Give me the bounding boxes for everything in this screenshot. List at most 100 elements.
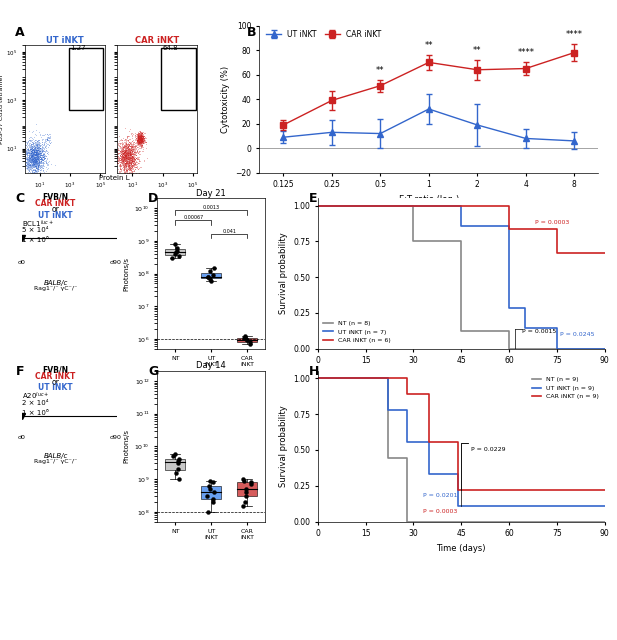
Point — [128, 161, 138, 171]
Point — [136, 134, 146, 144]
Point — [26, 161, 36, 172]
Point — [133, 132, 143, 143]
Point — [33, 142, 43, 152]
Point — [38, 155, 48, 165]
Point — [138, 134, 147, 144]
Point — [28, 156, 38, 166]
Point — [37, 159, 47, 170]
Point — [20, 150, 30, 161]
Point — [29, 156, 39, 166]
Point — [31, 152, 41, 163]
Point — [28, 166, 38, 176]
Point — [33, 143, 43, 154]
Point — [123, 169, 133, 179]
Point — [42, 158, 52, 168]
Point — [127, 145, 137, 156]
Point — [27, 151, 37, 161]
Point — [131, 131, 141, 141]
Point — [136, 136, 146, 146]
Point — [136, 136, 146, 147]
Point — [36, 153, 46, 163]
Point — [129, 153, 139, 163]
Point — [135, 133, 144, 143]
Point — [35, 155, 44, 165]
Point — [25, 157, 35, 167]
Point — [28, 154, 38, 164]
Point — [30, 152, 40, 162]
Point — [124, 157, 134, 168]
Point — [123, 141, 133, 152]
Point — [25, 140, 35, 150]
Point — [35, 143, 45, 153]
Point — [25, 141, 35, 152]
Point — [116, 160, 126, 170]
Point — [25, 144, 35, 154]
Point — [128, 157, 138, 167]
Point — [119, 136, 129, 147]
Point — [120, 147, 130, 157]
Point — [128, 157, 138, 167]
Point — [27, 148, 37, 159]
Point — [123, 137, 133, 147]
Point — [114, 155, 123, 165]
Point — [39, 129, 49, 139]
Point — [131, 168, 141, 178]
Point — [117, 152, 127, 162]
Point — [22, 142, 31, 152]
Point — [125, 150, 135, 161]
Point — [34, 155, 44, 165]
Point — [128, 140, 138, 150]
Point — [24, 140, 34, 150]
Point — [125, 154, 135, 164]
Point — [125, 148, 135, 158]
Point — [130, 148, 139, 159]
Point — [46, 136, 56, 147]
Point — [39, 134, 49, 144]
Point — [122, 155, 131, 165]
Point — [136, 134, 146, 144]
Point — [127, 145, 137, 156]
Point — [26, 164, 36, 174]
Point — [33, 149, 43, 159]
Point — [118, 159, 128, 170]
Point — [133, 133, 143, 143]
Point — [24, 153, 34, 163]
Point — [28, 161, 38, 171]
Point — [27, 154, 37, 164]
Point — [117, 157, 127, 168]
Point — [33, 161, 43, 171]
Point — [21, 149, 31, 159]
Point — [138, 134, 147, 144]
Point — [120, 134, 130, 145]
Point — [41, 138, 51, 148]
Point — [130, 159, 140, 170]
Point — [117, 150, 126, 160]
Point — [35, 150, 45, 160]
Point — [32, 164, 42, 174]
Point — [133, 131, 143, 141]
Point — [119, 154, 129, 164]
Point — [131, 133, 141, 143]
Point — [34, 157, 44, 167]
Point — [126, 166, 136, 177]
Point — [125, 143, 135, 153]
Point — [133, 142, 143, 152]
Point — [20, 146, 30, 156]
Point — [135, 132, 145, 142]
Point — [119, 166, 129, 177]
Point — [135, 135, 145, 145]
Point — [133, 130, 143, 140]
Point — [118, 158, 128, 168]
Point — [123, 161, 133, 171]
Point — [39, 151, 49, 161]
Point — [126, 154, 136, 164]
Point — [118, 160, 128, 170]
Point — [136, 140, 146, 150]
Point — [135, 134, 145, 145]
Point — [124, 160, 134, 170]
Point — [122, 163, 131, 173]
Point — [39, 149, 49, 159]
Point — [117, 146, 127, 156]
Point — [33, 148, 43, 159]
Point — [136, 135, 146, 145]
